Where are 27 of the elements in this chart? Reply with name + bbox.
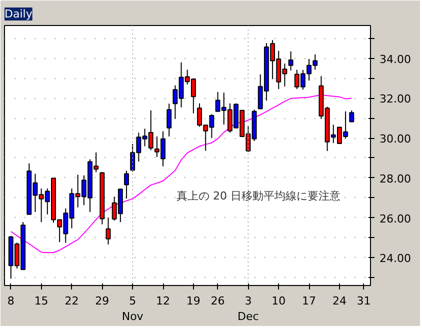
x-tick-label: 24 bbox=[332, 294, 346, 308]
x-tick-label: 17 bbox=[302, 294, 316, 308]
y-tick-label: 34.00 bbox=[380, 52, 411, 66]
y-tick-label: 30.00 bbox=[380, 132, 411, 146]
candlestick bbox=[124, 170, 129, 200]
x-tick-label: 26 bbox=[210, 294, 225, 308]
y-tick-label: 26.00 bbox=[380, 212, 411, 226]
line-series bbox=[10, 94, 352, 254]
chart-title: Daily bbox=[4, 8, 33, 20]
x-tick-label: 22 bbox=[64, 294, 79, 308]
y-tick-label: 32.00 bbox=[380, 92, 411, 106]
x-tick-label: 3 Dec bbox=[238, 294, 259, 324]
candlestick bbox=[166, 103, 172, 137]
x-tick-label: 29 bbox=[95, 294, 110, 308]
x-tick-label: 31 bbox=[356, 294, 371, 308]
candlestick bbox=[288, 50, 294, 72]
x-tick-label: 12 bbox=[156, 294, 170, 308]
x-tick-label: 19 bbox=[186, 294, 200, 308]
y-tick-label: 28.00 bbox=[380, 172, 411, 186]
x-tick-label: 5 Nov bbox=[122, 294, 144, 324]
x-tick-label: 8 bbox=[7, 294, 14, 308]
y-tick-label: 24.00 bbox=[380, 252, 411, 266]
x-tick-label: 10 bbox=[272, 294, 286, 308]
candlestick bbox=[106, 217, 111, 245]
x-tick-label: 15 bbox=[34, 294, 48, 308]
annotation: 真上の 20 日移動平均線に要注意 bbox=[176, 189, 341, 202]
candlestick bbox=[349, 110, 354, 122]
